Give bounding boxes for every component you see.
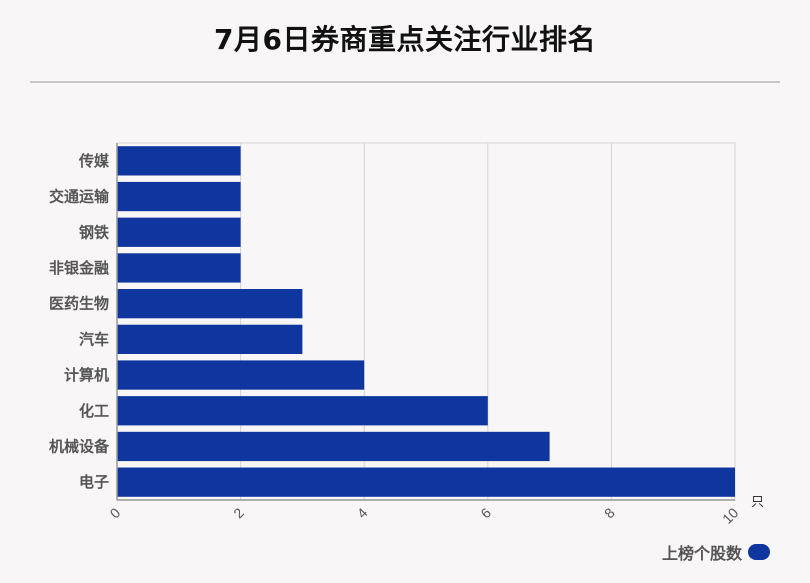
title-divider [30,81,780,83]
x-tick-label: 2 [230,504,247,521]
bar [117,431,550,462]
y-category-label: 传媒 [78,152,110,170]
y-category-label: 化工 [79,402,109,420]
y-category-label: 电子 [79,473,109,491]
y-category-label: 钢铁 [79,223,109,241]
bar [117,253,241,283]
y-category-label: 机械设备 [49,437,110,455]
bar [117,217,241,247]
bar [117,396,488,426]
legend[interactable]: 上榜个股数 [662,540,770,564]
x-tick-label: 6 [477,504,494,521]
x-axis-unit: 只 [751,495,764,510]
legend-label: 上榜个股数 [661,544,742,563]
y-category-label: 交通运输 [49,188,110,206]
legend-swatch[interactable] [748,544,770,560]
y-category-label: 医药生物 [49,295,109,313]
y-category-label: 汽车 [79,330,109,348]
bar [117,324,303,354]
x-tick-label: 8 [601,504,618,521]
y-category-label: 非银金融 [49,259,109,277]
x-tick-label: 4 [354,504,371,521]
x-tick-label: 0 [107,504,124,521]
bar [117,467,735,497]
bar [117,146,241,176]
x-tick-label: 10 [719,504,741,526]
chart-title: 7月6日券商重点关注行业排名 [214,23,596,56]
bar [117,181,241,212]
bar [117,360,365,390]
bar [117,289,303,319]
y-category-label: 计算机 [64,366,109,384]
